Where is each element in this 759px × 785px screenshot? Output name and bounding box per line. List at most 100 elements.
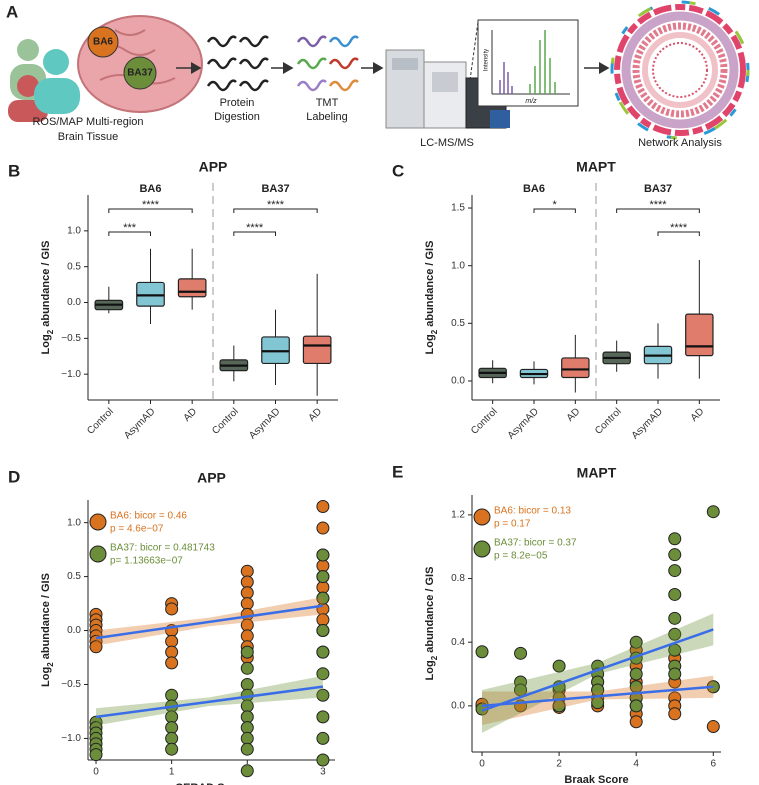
point [240,721,254,735]
point [165,721,179,735]
x-tick-label: AD [307,406,325,424]
legend-text: BA6: bicor = 0.46 [110,511,187,522]
y-axis-label: Log2 abundance / GIS [424,567,439,681]
point [316,731,330,745]
labeled-peptides [296,35,359,92]
y-axis-label: Log2 abundance / GIS [40,241,55,355]
fit-line [481,628,714,712]
point [316,753,330,767]
box [177,278,207,298]
chart-title: MAPT [577,465,617,481]
point [706,505,720,519]
point [668,587,682,601]
point [316,548,330,562]
x-tick-label: AsymAD [122,406,157,441]
y-axis-label-part: 2 [430,655,439,660]
x-tick-label: 1 [169,767,175,778]
x-axis-label: Braak Score [564,774,628,785]
point [240,710,254,724]
y-tick-label: 1.0 [451,260,465,271]
spectrum-axis-label: m/z [525,98,537,105]
significance-bracket [657,231,700,236]
y-axis-label-part: Log [40,334,52,354]
point [316,559,330,573]
chart-title: APP [199,159,228,175]
y-tick-label: 0.5 [67,261,81,272]
point [629,667,643,681]
step-label: Protein [220,97,255,109]
point [316,591,330,605]
y-axis-label-part: abundance / GIS [424,567,436,656]
panel-label: D [8,467,20,486]
peptides [206,35,269,92]
point [240,731,254,745]
tissue-label: ROS/MAP Multi-region [32,116,143,128]
y-tick-label: 0.8 [451,573,465,584]
point [706,720,720,734]
x-tick-label: 0 [479,759,485,770]
point [316,688,330,702]
network-circos [610,0,750,140]
y-axis-label: Log2 abundance / GIS [424,241,439,355]
point [316,499,330,513]
region-marker [87,26,119,58]
y-tick-label: −0.5 [61,679,81,690]
y-axis-label: Log2 abundance / GIS [40,573,55,687]
person-icon [43,49,69,75]
point [668,611,682,625]
person-icon [17,39,39,61]
x-tick-label: 2 [556,759,562,770]
significance-label: **** [246,222,264,234]
significance-bracket [233,208,318,213]
significance-label: **** [142,199,160,211]
spectrum-axis-label: Intensity [484,49,490,71]
point [240,742,254,756]
y-tick-label: 1.2 [451,510,465,521]
point [316,580,330,594]
legend-text: p= 1.13663e−07 [110,556,183,567]
point [165,688,179,702]
y-axis-label-part: abundance / GIS [40,573,52,662]
person-icon [34,78,80,114]
point [316,624,330,638]
y-tick-label: 0.0 [451,700,465,711]
y-tick-label: 0.5 [451,318,465,329]
point [165,602,179,616]
point [475,645,489,659]
point [316,613,330,627]
fit-line [481,685,714,708]
legend-text: BA37: bicor = 0.37 [494,538,577,549]
tissue-label: Brain Tissue [58,131,119,143]
chart-title: MAPT [576,159,616,175]
facet-label: BA6 [139,183,161,195]
x-tick-label: Control [210,406,241,437]
panel-a: A BA6 BA37 ROS/MAP Multi-region Brain Ti… [6,0,750,149]
point [165,742,179,756]
point [629,699,643,713]
point [240,677,254,691]
point [240,764,254,778]
box [302,335,332,365]
significance-bracket [108,231,151,236]
spectrum-inset [477,19,579,107]
point [668,564,682,578]
facet-label: BA37 [261,183,289,195]
region-label: BA6 [93,37,113,48]
box [561,357,590,379]
panel-label: C [392,161,404,180]
x-tick-label: Control [469,406,500,437]
fit-line [95,685,324,719]
significance-bracket [533,208,576,213]
point [165,731,179,745]
point [316,570,330,584]
confidence-band [482,613,714,733]
box [685,313,714,357]
x-tick-label: 4 [633,759,639,770]
point [240,586,254,600]
legend-text: BA37: bicor = 0.481743 [110,543,215,554]
step-label: Digestion [214,111,260,123]
facet-label: BA37 [644,183,672,195]
connector [469,21,479,81]
significance-bracket [108,208,193,213]
point [240,575,254,589]
